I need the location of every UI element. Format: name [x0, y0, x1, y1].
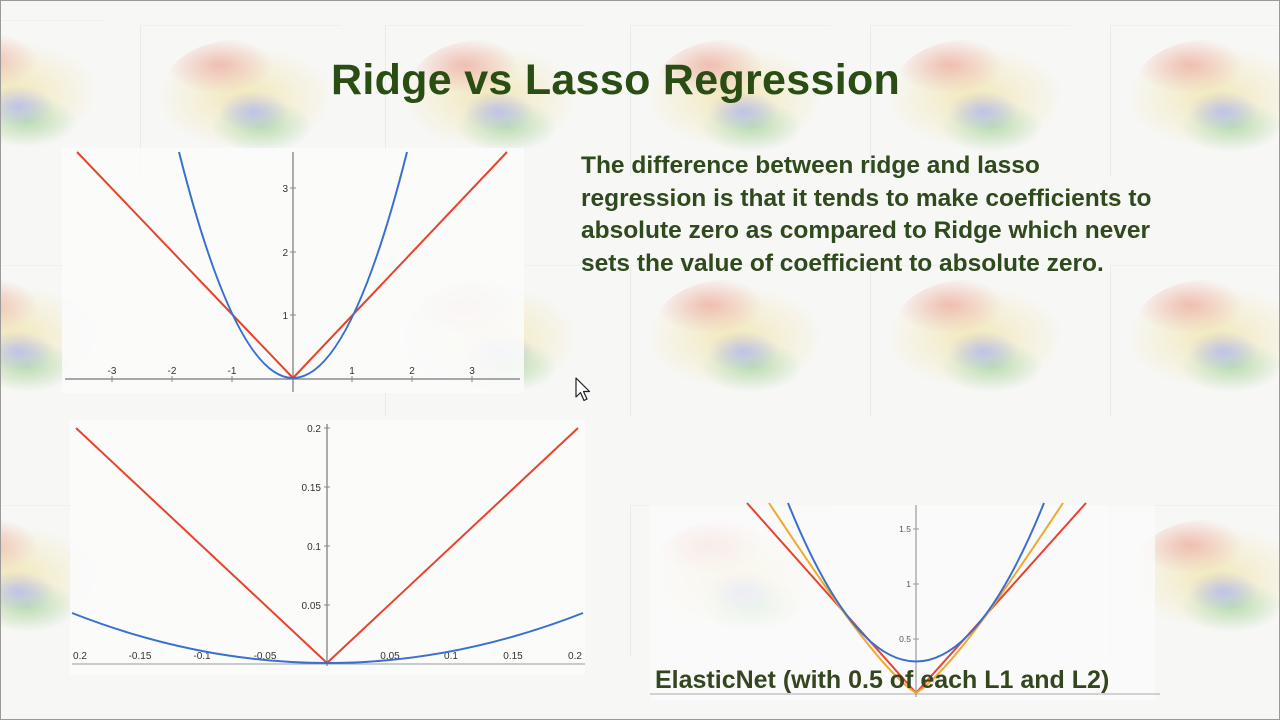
description-line: regression is that it tends to make coef…: [581, 184, 1152, 212]
surface-plot-tile: [870, 25, 1071, 176]
y-tick-label: 1.5: [899, 524, 911, 534]
x-tick-label: -3: [108, 366, 117, 377]
x-tick-label: -2: [168, 366, 177, 377]
x-tick-label: 2: [409, 366, 415, 377]
l2-curve: [787, 502, 1045, 663]
surface-plot-tile: [140, 25, 341, 176]
elasticnet-caption: ElasticNet (with 0.5 of each L1 and L2): [655, 666, 1110, 694]
l1-l2-zoomed-chart: 0.2 0.15 0.1 0.05 0.2 -0.15 -0.1 -0.05 0…: [70, 420, 585, 675]
surface-plot-tile: [0, 20, 106, 170]
l1-l2-wide-chart: -3 -2 -1 1 2 3 1 2 3: [62, 148, 524, 393]
elasticnet-curve: [768, 502, 1064, 695]
y-tick-label: 3: [282, 184, 288, 195]
x-tick-label: -1: [228, 366, 237, 377]
mouse-pointer-icon: [575, 377, 591, 402]
y-tick-label: 0.5: [899, 634, 911, 644]
description-line: The difference between ridge and lasso: [581, 152, 1040, 179]
x-tick-label: 0.2: [73, 651, 87, 662]
surface-plot-tile: [630, 25, 831, 176]
elasticnet-chart: 1.5 1 0.5: [650, 502, 1160, 700]
y-tick-label: 1: [906, 579, 911, 589]
x-tick-label: 1: [349, 366, 355, 377]
y-tick-label: 0.2: [307, 424, 321, 435]
x-tick-label: 0.1: [444, 651, 458, 662]
description-line: sets the value of coefficient to absolut…: [581, 249, 1104, 277]
surface-plot-tile: [870, 265, 1071, 416]
description-line: absolute zero as compared to Ridge which…: [581, 217, 1151, 245]
surface-plot-tile: [385, 25, 586, 176]
x-tick-label: 0.15: [503, 651, 523, 662]
y-tick-label: 1: [282, 311, 288, 322]
x-tick-label: 0.2: [568, 651, 582, 662]
x-tick-label: -0.1: [193, 651, 211, 662]
x-tick-label: -0.05: [254, 651, 277, 662]
x-tick-label: -0.15: [129, 651, 152, 662]
surface-plot-tile: [1110, 265, 1280, 416]
x-tick-label: 0.05: [380, 651, 400, 662]
y-tick-label: 0.15: [302, 483, 322, 494]
surface-plot-tile: [1110, 25, 1280, 176]
ridge-l2-curve: [71, 612, 584, 664]
surface-plot-tile: [630, 265, 831, 416]
description-text: The difference between ridge and lasso r…: [581, 150, 1231, 280]
x-tick-label: 3: [469, 366, 475, 377]
y-tick-label: 0.05: [302, 601, 322, 612]
ridge-l2-curve: [178, 151, 408, 379]
y-tick-label: 2: [282, 248, 288, 259]
y-tick-label: 0.1: [307, 542, 321, 553]
slide-title: Ridge vs Lasso Regression: [331, 56, 901, 104]
